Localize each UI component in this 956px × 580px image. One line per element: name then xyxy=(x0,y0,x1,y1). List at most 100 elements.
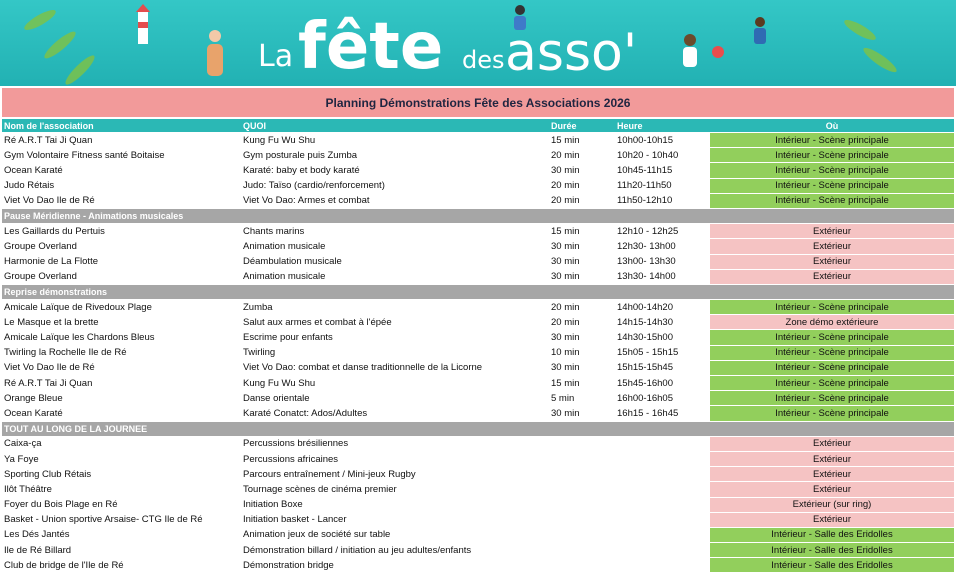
association-name: Ré A.R.T Tai Ji Quan xyxy=(4,134,93,146)
association-name: Amicale Laïque de Rivedoux Plage xyxy=(4,301,152,313)
location: Intérieur - Scène principale xyxy=(710,360,954,375)
activity: Chants marins xyxy=(243,225,305,237)
location: Intérieur - Scène principale xyxy=(710,330,954,345)
schedule-row: Twirling la Rochelle Ile de Ré Twirling 10… xyxy=(2,345,954,361)
banner-des: des xyxy=(462,46,505,74)
time-slot: 15h45-16h00 xyxy=(617,377,673,389)
association-name: Orange Bleue xyxy=(4,392,63,404)
activity: Viet Vo Dao: combat et danse traditionne… xyxy=(243,362,483,374)
time-slot: 15h15-15h45 xyxy=(617,362,673,374)
time-slot: 14h30-15h00 xyxy=(617,332,673,344)
duration: 20 min xyxy=(551,180,580,192)
schedule-row: Club de bridge de l'Ile de Ré Démonstrati… xyxy=(2,558,954,574)
association-name: Club de bridge de l'Ile de Ré xyxy=(4,559,124,571)
schedule-row: Caixa-ça Percussions brésiliennes Extérieu… xyxy=(2,436,954,452)
schedule-row: Les Dés Jantés Animation jeux de société … xyxy=(2,527,954,544)
location: Intérieur - Scène principale xyxy=(710,345,954,360)
column-header: Durée xyxy=(551,120,577,131)
association-name: Viet Vo Dao Ile de Ré xyxy=(4,195,95,207)
association-name: Twirling la Rochelle Ile de Ré xyxy=(4,347,127,359)
section-row: Pause Méridienne - Animations musicales xyxy=(2,208,954,225)
schedule-table: Nom de l'association QUOI Durée Heure Où Ré A… xyxy=(2,119,954,574)
location: Intérieur - Scène principale xyxy=(710,300,954,315)
lighthouse xyxy=(136,4,150,44)
time-slot: 16h00-16h05 xyxy=(617,392,673,404)
activity: Déambulation musicale xyxy=(243,256,342,268)
time-slot: 12h30- 13h00 xyxy=(617,240,676,252)
location: Intérieur - Scène principale xyxy=(710,391,954,406)
activity: Parcours entraînement / Mini-jeux Rugby xyxy=(243,468,416,480)
schedule-row: Viet Vo Dao Ile de Ré Viet Vo Dao: Armes … xyxy=(2,193,954,209)
people xyxy=(207,5,766,76)
activity: Danse orientale xyxy=(243,392,310,404)
schedule-row: Amicale Laïque de Rivedoux Plage Zumba 20 … xyxy=(2,300,954,316)
activity: Animation musicale xyxy=(243,271,326,283)
time-slot: 15h05 - 15h15 xyxy=(617,347,679,359)
duration: 10 min xyxy=(551,347,580,359)
time-slot: 13h00- 13h30 xyxy=(617,256,676,268)
association-name: Caixa-ça xyxy=(4,438,42,450)
schedule-row: Ré A.R.T Tai Ji Quan Kung Fu Wu Shu 15 min… xyxy=(2,376,954,392)
association-name: Ocean Karaté xyxy=(4,164,63,176)
column-header: Nom de l'association xyxy=(4,120,94,131)
association-name: Viet Vo Dao Ile de Ré xyxy=(4,362,95,374)
location: Extérieur xyxy=(710,269,954,284)
activity: Kung Fu Wu Shu xyxy=(243,377,316,389)
duration: 20 min xyxy=(551,301,580,313)
location: Intérieur - Scène principale xyxy=(710,193,954,208)
activity: Twirling xyxy=(243,347,276,359)
schedule-row: Le Masque et la brette Salut aux armes et… xyxy=(2,315,954,331)
time-slot: 11h50-12h10 xyxy=(617,195,673,207)
schedule-row: Groupe Overland Animation musicale 30 min 1… xyxy=(2,239,954,255)
activity: Karaté Conatct: Ados/Adultes xyxy=(243,407,368,419)
association-name: Gym Volontaire Fitness santé Boitaise xyxy=(4,149,165,161)
schedule-row: Foyer du Bois Plage en Ré Initiation Boxe… xyxy=(2,497,954,513)
location: Extérieur xyxy=(710,224,954,239)
association-name: Les Gaillards du Pertuis xyxy=(4,225,105,237)
location: Intérieur - Salle des Eridolles xyxy=(710,543,954,558)
schedule-row: Basket - Union sportive Arsaise- CTG Ile… xyxy=(2,512,954,528)
association-name: Harmonie de La Flotte xyxy=(4,256,98,268)
activity: Salut aux armes et combat à l'épée xyxy=(243,316,392,328)
duration: 20 min xyxy=(551,316,580,328)
duration: 30 min xyxy=(551,240,580,252)
schedule-row: Ré A.R.T Tai Ji Quan Kung Fu Wu Shu 15 min… xyxy=(2,133,954,149)
schedule-row: Ilôt Théâtre Tournage scènes de cinéma pr… xyxy=(2,482,954,498)
association-name: Ocean Karaté xyxy=(4,407,63,419)
location: Intérieur - Scène principale xyxy=(710,133,954,148)
location: Intérieur - Scène principale xyxy=(710,376,954,391)
location: Zone démo extérieure xyxy=(710,315,954,330)
schedule-row: Orange Bleue Danse orientale 5 min 16h00-16… xyxy=(2,391,954,407)
banner-background xyxy=(0,0,956,86)
association-name: Ilôt Théâtre xyxy=(4,483,52,495)
duration: 15 min xyxy=(551,225,580,237)
schedule-row: Sporting Club Rétais Parcours entraînemen… xyxy=(2,467,954,483)
column-header: Heure xyxy=(617,120,643,131)
activity: Zumba xyxy=(243,301,273,313)
duration: 30 min xyxy=(551,164,580,176)
location: Extérieur xyxy=(710,451,954,467)
activity: Animation jeux de société sur table xyxy=(243,529,391,541)
association-name: Amicale Laïque les Chardons Bleus xyxy=(4,332,155,344)
banner-asso: asso' xyxy=(505,23,637,83)
time-slot: 14h15-14h30 xyxy=(617,316,673,328)
time-slot: 10h45-11h15 xyxy=(617,164,673,176)
activity: Kung Fu Wu Shu xyxy=(243,134,316,146)
duration: 30 min xyxy=(551,271,580,283)
location: Intérieur - Salle des Eridolles xyxy=(710,527,954,543)
association-name: Judo Rétais xyxy=(4,180,55,192)
time-slot: 14h00-14h20 xyxy=(617,301,673,313)
association-name: Ya Foye xyxy=(4,453,39,465)
location: Extérieur xyxy=(710,239,954,254)
activity: Karaté: baby et body karaté xyxy=(243,164,360,176)
leaves xyxy=(24,10,897,85)
association-name: Groupe Overland xyxy=(4,271,77,283)
activity: Tournage scènes de cinéma premier xyxy=(243,483,397,495)
schedule-row: Harmonie de La Flotte Déambulation musica… xyxy=(2,254,954,270)
duration: 20 min xyxy=(551,149,580,161)
schedule-row: Gym Volontaire Fitness santé Boitaise Gym… xyxy=(2,148,954,164)
association-name: Foyer du Bois Plage en Ré xyxy=(4,499,118,511)
activity: Percussions brésiliennes xyxy=(243,438,349,450)
schedule-row: Ocean Karaté Karaté: baby et body karaté 3… xyxy=(2,163,954,179)
